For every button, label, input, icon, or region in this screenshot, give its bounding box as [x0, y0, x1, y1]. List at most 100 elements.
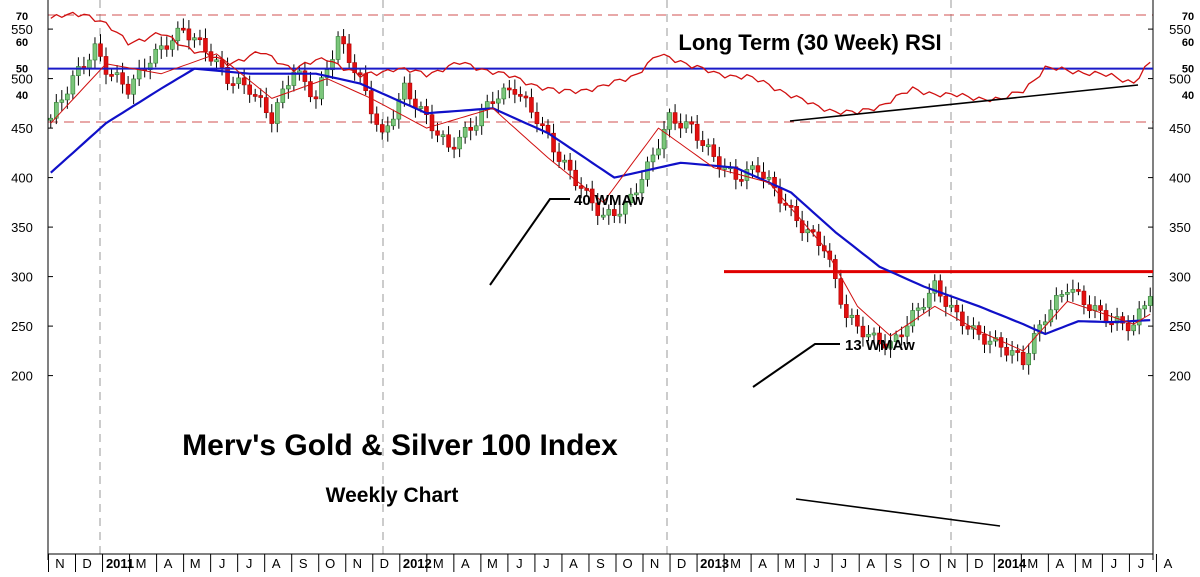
candle — [694, 123, 700, 141]
rsi-tick-right-60: 60 — [1182, 37, 1194, 49]
candle — [683, 121, 689, 129]
month-label-15: A — [461, 556, 470, 571]
candle — [661, 129, 667, 150]
candle — [540, 123, 545, 127]
candle — [501, 87, 507, 100]
month-label-8: A — [272, 556, 281, 571]
candle — [1009, 350, 1015, 356]
candle — [915, 307, 921, 311]
candle — [302, 70, 308, 82]
price-tick-right-250: 250 — [1169, 319, 1191, 334]
candle — [716, 156, 722, 169]
month-label-23: D — [677, 556, 686, 571]
month-label-37: A — [1056, 556, 1065, 571]
month-label-13: 2012 — [403, 556, 432, 571]
price-tick-left-350: 350 — [11, 220, 33, 235]
candle — [131, 78, 136, 95]
candle — [468, 127, 473, 131]
month-label-29: J — [840, 556, 847, 571]
candle — [893, 334, 899, 342]
candle — [855, 314, 860, 327]
candle — [297, 70, 302, 74]
month-label-18: J — [543, 556, 550, 571]
candle — [418, 106, 424, 109]
price-tick-left-200: 200 — [11, 369, 33, 384]
candle — [678, 123, 683, 129]
wma40-pointer — [489, 198, 570, 286]
candle — [1114, 316, 1120, 324]
candle — [1142, 305, 1148, 310]
candle — [241, 77, 247, 86]
candle — [998, 337, 1004, 348]
candle — [263, 97, 269, 113]
month-label-30: A — [866, 556, 875, 571]
chart-subtitle: Weekly Chart — [326, 484, 459, 507]
candle — [507, 87, 512, 91]
candle — [600, 214, 606, 218]
candle — [578, 185, 584, 189]
candle — [252, 94, 258, 97]
candle — [838, 278, 844, 305]
month-label-3: M — [136, 556, 147, 571]
candle — [357, 72, 363, 76]
candle — [1070, 289, 1076, 293]
month-label-11: N — [353, 556, 362, 571]
price-tick-right-350: 350 — [1169, 220, 1191, 235]
candle — [1059, 294, 1065, 297]
price-tick-right-200: 200 — [1169, 369, 1191, 384]
candle — [761, 171, 766, 179]
candle — [595, 202, 601, 216]
month-label-41: A — [1164, 556, 1173, 571]
candle — [667, 112, 672, 130]
rsi-tick-left-60: 60 — [16, 37, 28, 49]
candle — [236, 77, 241, 84]
candle — [435, 130, 440, 136]
lines-layer — [48, 11, 1153, 527]
candle — [1048, 309, 1054, 323]
candle — [628, 193, 634, 204]
candle — [379, 124, 385, 133]
candle — [225, 67, 230, 84]
candle — [551, 132, 556, 153]
candle — [1081, 290, 1087, 305]
candle — [744, 169, 750, 181]
month-label-19: A — [569, 556, 578, 571]
candle — [623, 202, 628, 215]
month-label-36: M — [1027, 556, 1038, 571]
candle — [1065, 292, 1070, 295]
candle — [926, 292, 932, 308]
candle — [606, 209, 612, 216]
candle — [429, 114, 435, 132]
candle — [1037, 324, 1043, 334]
candle — [391, 118, 396, 127]
candle — [192, 37, 197, 41]
price-tick-left-550: 550 — [11, 22, 33, 37]
candle — [114, 72, 120, 75]
candle — [518, 94, 523, 97]
candle — [805, 229, 810, 234]
price-tick-left-450: 450 — [11, 121, 33, 136]
candle — [446, 134, 451, 148]
price-tick-left-300: 300 — [11, 270, 33, 285]
candle — [1015, 350, 1020, 353]
month-label-5: M — [190, 556, 201, 571]
month-label-2: 2011 — [106, 556, 134, 571]
candle — [158, 45, 164, 50]
month-label-16: M — [487, 556, 498, 571]
candle — [490, 101, 496, 104]
candle — [247, 84, 252, 95]
candle — [313, 96, 319, 100]
candle — [1026, 353, 1031, 366]
candle — [319, 77, 324, 100]
candle — [932, 280, 938, 294]
wma13-line — [50, 53, 1151, 352]
candle — [755, 165, 761, 173]
candle — [1020, 351, 1026, 366]
candle — [153, 48, 159, 64]
price-tick-left-500: 500 — [11, 72, 33, 87]
wma40-line — [50, 67, 1151, 336]
month-label-20: S — [596, 556, 605, 571]
candle — [424, 106, 429, 115]
